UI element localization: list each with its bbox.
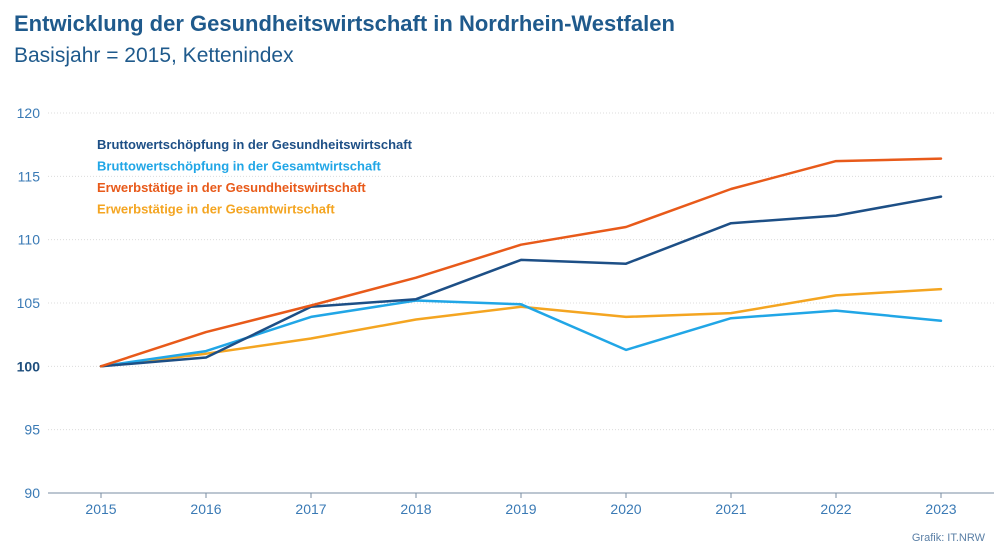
x-tick-label: 2022 [820, 501, 851, 517]
x-tick-label: 2021 [715, 501, 746, 517]
y-tick-label: 95 [24, 422, 40, 438]
x-tick-label: 2017 [295, 501, 326, 517]
series-lines [99, 157, 943, 368]
x-tick-label: 2020 [610, 501, 641, 517]
source-note: Grafik: IT.NRW [911, 532, 985, 544]
y-axis-ticks: 90 95 100 105 110 115 120 [17, 105, 41, 501]
chart-subtitle: Basisjahr = 2015, Kettenindex [14, 44, 294, 67]
y-tick-label: 115 [18, 168, 41, 184]
y-tick-label: 90 [24, 485, 40, 501]
legend-entry-4: Erwerbstätige in der Gesamtwirtschaft [97, 202, 335, 217]
x-tick-label: 2016 [190, 501, 221, 517]
y-tick-label: 100 [17, 358, 41, 374]
series-line-3 [99, 157, 943, 368]
x-tick-label: 2018 [400, 501, 431, 517]
series-line-2 [99, 299, 943, 368]
legend: Bruttowertschöpfung in der Gesundheitswi… [97, 137, 413, 217]
series-line-1 [99, 195, 943, 368]
y-tick-label: 105 [17, 295, 41, 311]
y-tick-label: 110 [18, 232, 41, 248]
x-tick-label: 2023 [925, 501, 956, 517]
x-axis: 2015 2016 2017 2018 2019 2020 2021 2022 2023 [48, 492, 994, 517]
legend-entry-1: Bruttowertschöpfung in der Gesundheitswi… [97, 137, 413, 152]
x-tick-label: 2015 [85, 501, 116, 517]
series-line-4 [99, 287, 943, 368]
y-tick-label: 120 [17, 105, 41, 121]
x-tick-label: 2019 [505, 501, 536, 517]
legend-entry-3: Erwerbstätige in der Gesundheitswirtscha… [97, 180, 366, 195]
chart-title: Entwicklung der Gesundheitswirtschaft in… [14, 11, 675, 36]
legend-entry-2: Bruttowertschöpfung in der Gesamtwirtsch… [97, 159, 382, 174]
